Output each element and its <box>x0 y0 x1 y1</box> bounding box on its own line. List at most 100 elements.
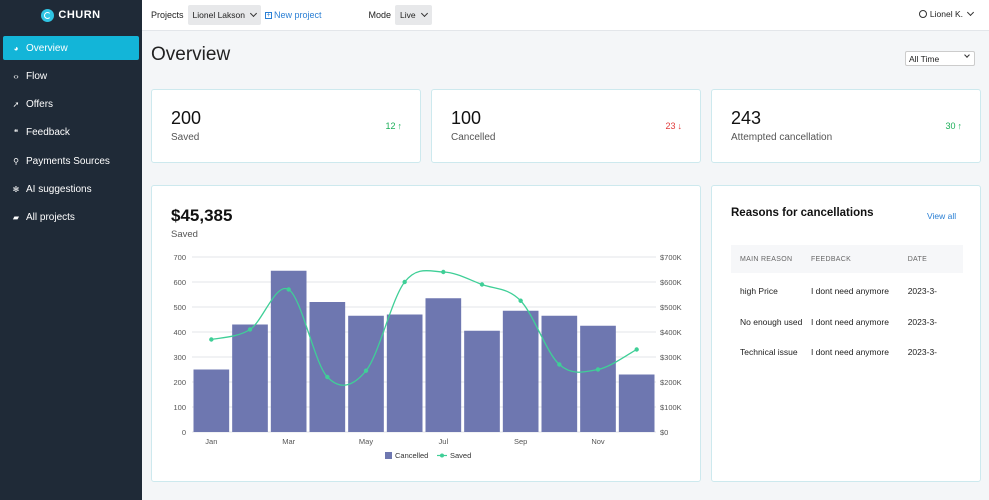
table-cell: high Price <box>740 286 778 297</box>
time-range-select[interactable]: All Time <box>905 51 975 66</box>
y2-tick-label: $100K <box>660 403 682 412</box>
saved-total-value: $45,385 <box>171 206 233 225</box>
sidebar-item-label: All projects <box>26 212 75 224</box>
y-tick-label: 200 <box>173 378 186 387</box>
table-row[interactable]: Technical issue I dont need anymore 2023… <box>731 337 963 368</box>
sidebar-item-offers[interactable]: ➚ Offers <box>3 93 139 117</box>
stat-delta-value: 23 <box>665 121 676 131</box>
mode-select-value: Live <box>400 10 416 20</box>
y-tick-label: 400 <box>173 328 186 337</box>
column-header[interactable]: MAIN REASON <box>740 255 793 263</box>
sidebar-item-feedback[interactable]: ❝ Feedback <box>3 121 139 145</box>
new-project-label: New project <box>273 10 322 20</box>
x-tick-label: May <box>359 437 373 446</box>
table-cell: No enough used <box>740 316 803 327</box>
saved-point <box>557 362 562 367</box>
arrow-down-icon: ↓ <box>677 121 683 131</box>
user-menu[interactable]: Lionel K. <box>918 8 975 19</box>
reasons-card: Reasons for cancellations View all MAIN … <box>711 185 981 482</box>
sidebar-item-overview[interactable]: ◕ Overview <box>3 36 139 60</box>
bar <box>348 315 384 432</box>
table-cell: 2023-3- <box>907 316 938 327</box>
stat-card-saved: 200 Saved 12 ↑ <box>151 89 421 163</box>
mode-select[interactable]: Live <box>395 5 432 25</box>
stat-value: 243 <box>731 108 762 128</box>
brand-logo[interactable]: CHURN <box>0 0 142 30</box>
code-icon: ‹› <box>13 71 19 81</box>
y-tick-label: 0 <box>182 428 186 437</box>
stat-delta: 30 ↑ <box>945 121 962 131</box>
stat-delta: 12 ↑ <box>385 121 402 131</box>
saved-point <box>363 368 369 373</box>
y2-tick-label: $400K <box>660 328 682 337</box>
sidebar-item-payments-sources[interactable]: ⚲ Payments Sources <box>3 149 139 173</box>
stat-card-attempted: 243 Attempted cancellation 30 ↑ <box>711 89 981 163</box>
saved-point <box>325 374 330 380</box>
view-all-link[interactable]: View all <box>927 211 957 221</box>
payment-icon: ⚲ <box>13 156 19 166</box>
saved-point <box>518 298 523 303</box>
x-tick-label: Sep <box>514 437 527 446</box>
column-header[interactable]: FEEDBACK <box>810 255 852 263</box>
page-title: Overview <box>151 44 231 65</box>
churn-logo-icon <box>41 8 55 22</box>
bar <box>193 369 230 432</box>
bar <box>270 270 307 432</box>
stat-value: 200 <box>171 108 202 128</box>
plus-square-icon: + <box>264 11 272 19</box>
project-select-value: Lionel Lakson <box>192 10 245 20</box>
table-cell: I dont need anymore <box>810 316 889 327</box>
bar <box>425 298 462 432</box>
column-header[interactable]: DATE <box>907 255 928 263</box>
x-tick-label: Jul <box>439 437 449 446</box>
sidebar-item-ai-suggestions[interactable]: ✻ AI suggestions <box>3 177 139 201</box>
saved-total-label: Saved <box>171 229 198 240</box>
legend-label-cancelled: Cancelled <box>395 451 428 460</box>
x-tick-label: Mar <box>282 437 295 446</box>
project-select[interactable]: Lionel Lakson <box>187 5 261 25</box>
saved-point <box>441 269 446 275</box>
chart-card: $45,385 Saved 0 100 200 300 400 500 600 700 $0 $1… <box>151 185 701 482</box>
sidebar-item-label: Offers <box>26 99 54 111</box>
new-project-link[interactable]: + New project <box>264 10 322 20</box>
pie-chart-icon: ◕ <box>13 43 19 53</box>
user-icon <box>918 10 927 18</box>
y2-tick-label: $0 <box>660 428 668 437</box>
table-cell: I dont need anymore <box>810 347 889 358</box>
stat-value: 100 <box>451 108 482 128</box>
y2-tick-label: $200K <box>660 378 682 387</box>
x-tick-label: Jan <box>205 437 217 446</box>
arrow-up-icon: ↑ <box>397 121 403 131</box>
stat-delta: 23 ↓ <box>665 121 682 131</box>
bar <box>309 302 346 432</box>
ai-icon: ✻ <box>12 184 20 194</box>
user-name: Lionel K. <box>929 9 963 19</box>
stat-label: Attempted cancellation <box>731 132 833 143</box>
combo-chart: 0 100 200 300 400 500 600 700 $0 $100K $200K $300K $… <box>173 253 682 460</box>
table-row[interactable]: high Price I dont need anymore 2023-3- <box>731 276 963 307</box>
stat-label: Saved <box>171 132 200 143</box>
table-cell: Technical issue <box>740 347 798 358</box>
stat-delta-value: 30 <box>945 121 956 131</box>
table-header: MAIN REASON FEEDBACK DATE <box>731 245 963 273</box>
saved-point <box>479 282 485 287</box>
y2-tick-label: $300K <box>660 353 682 362</box>
projects-label: Projects <box>151 10 184 20</box>
y2-tick-label: $500K <box>660 303 682 312</box>
sidebar-nav: ◕ Overview ‹› Flow ➚ Offers ❝ Feedback ⚲… <box>0 36 142 230</box>
chevron-down-icon <box>420 9 428 18</box>
bar <box>541 315 578 432</box>
rocket-icon: ➚ <box>12 100 20 110</box>
chevron-down-icon <box>249 9 258 18</box>
sidebar-item-flow[interactable]: ‹› Flow <box>3 64 139 88</box>
bar <box>464 330 500 432</box>
legend-swatch-cancelled <box>385 452 392 459</box>
mode-label: Mode <box>368 10 392 20</box>
stat-label: Cancelled <box>451 132 496 143</box>
sidebar-item-all-projects[interactable]: ▰ All projects <box>3 206 139 230</box>
x-tick-label: Nov <box>591 437 605 446</box>
chevron-down-icon <box>966 8 975 17</box>
sidebar-item-label: Flow <box>26 70 48 82</box>
table-row[interactable]: No enough used I dont need anymore 2023-… <box>731 307 963 338</box>
saved-point <box>402 279 407 285</box>
